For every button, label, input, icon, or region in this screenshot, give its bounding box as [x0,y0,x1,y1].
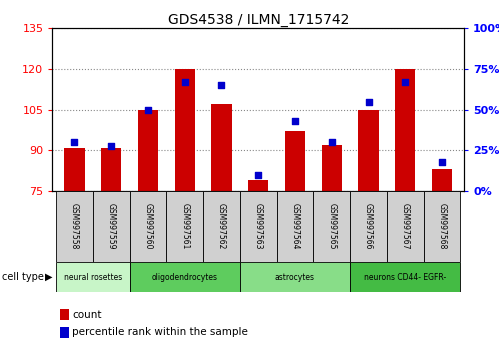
Point [144,107,152,113]
Bar [285,131,305,191]
Point [328,139,336,145]
Text: GSM997560: GSM997560 [143,203,153,250]
FancyBboxPatch shape [313,191,350,262]
FancyBboxPatch shape [350,191,387,262]
Text: astrocytes: astrocytes [275,273,315,281]
FancyBboxPatch shape [240,262,350,292]
FancyBboxPatch shape [203,191,240,262]
FancyBboxPatch shape [130,262,240,292]
Bar [138,110,158,191]
FancyBboxPatch shape [387,191,424,262]
Point [254,172,262,178]
Text: GSM997562: GSM997562 [217,203,226,250]
Text: percentile rank within the sample: percentile rank within the sample [72,327,248,337]
Point [438,159,446,165]
Bar [64,148,84,191]
Text: oligodendrocytes: oligodendrocytes [152,273,218,281]
Text: GSM997558: GSM997558 [70,203,79,250]
Bar [212,104,232,191]
Text: count: count [72,310,102,320]
Point [181,79,189,85]
Text: GSM997559: GSM997559 [107,203,116,250]
Text: GSM997564: GSM997564 [290,203,299,250]
FancyBboxPatch shape [276,191,313,262]
Point [107,143,115,148]
Text: ▶: ▶ [45,272,52,282]
FancyBboxPatch shape [56,191,93,262]
Text: GSM997567: GSM997567 [401,203,410,250]
Bar [358,110,379,191]
FancyBboxPatch shape [240,191,276,262]
Bar [322,145,342,191]
FancyBboxPatch shape [166,191,203,262]
FancyBboxPatch shape [93,191,130,262]
Point [291,118,299,124]
Point [218,82,226,88]
Bar [248,180,268,191]
Text: GSM997568: GSM997568 [438,203,447,250]
Point [364,99,372,104]
FancyBboxPatch shape [424,191,461,262]
Text: GSM997565: GSM997565 [327,203,336,250]
Text: neural rosettes: neural rosettes [64,273,122,281]
Bar [175,69,195,191]
Point [401,79,409,85]
Bar [432,170,452,191]
Bar [395,69,415,191]
Bar [101,148,121,191]
Text: GSM997566: GSM997566 [364,203,373,250]
Text: GSM997563: GSM997563 [253,203,263,250]
Text: cell type: cell type [2,272,44,282]
Title: GDS4538 / ILMN_1715742: GDS4538 / ILMN_1715742 [168,13,349,27]
FancyBboxPatch shape [56,262,130,292]
FancyBboxPatch shape [130,191,166,262]
Point [70,139,78,145]
FancyBboxPatch shape [350,262,461,292]
Text: GSM997561: GSM997561 [180,203,189,250]
Text: neurons CD44- EGFR-: neurons CD44- EGFR- [364,273,447,281]
